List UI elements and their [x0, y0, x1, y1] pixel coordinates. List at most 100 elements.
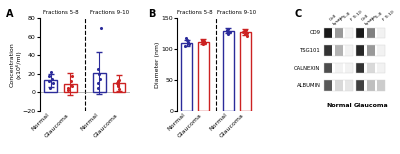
Text: ALBUMIN: ALBUMIN	[296, 83, 320, 88]
Point	[98, 26, 104, 29]
Point	[225, 33, 231, 35]
Point	[46, 80, 52, 83]
Point	[201, 41, 208, 44]
Point	[242, 33, 248, 35]
Point	[46, 75, 52, 77]
Text: Fractions 5-8: Fractions 5-8	[177, 10, 213, 15]
Point	[95, 87, 101, 89]
Point	[224, 29, 230, 31]
Point	[69, 75, 75, 77]
Bar	[324, 63, 332, 73]
Point	[95, 82, 101, 84]
Bar	[324, 45, 353, 56]
Text: B: B	[148, 9, 156, 19]
Bar	[356, 80, 385, 91]
Bar	[324, 45, 332, 56]
Bar	[240, 32, 250, 111]
Text: Fractions 5-8: Fractions 5-8	[43, 10, 78, 15]
Point	[244, 34, 250, 37]
Bar	[367, 45, 375, 56]
Bar	[335, 63, 343, 73]
Bar	[335, 45, 343, 56]
Point	[227, 31, 233, 33]
Bar	[324, 80, 353, 91]
Point	[95, 73, 102, 75]
Text: Fractions 9-10: Fractions 9-10	[217, 10, 256, 15]
Point	[224, 30, 230, 32]
Text: F 5-8: F 5-8	[372, 12, 383, 22]
Point	[184, 39, 190, 41]
Text: A: A	[6, 9, 14, 19]
Bar	[356, 63, 385, 73]
Bar	[64, 84, 76, 92]
Text: CALNEXIN: CALNEXIN	[294, 66, 320, 71]
Bar	[356, 45, 385, 56]
Point	[199, 39, 206, 41]
Bar	[345, 45, 353, 56]
Point	[240, 31, 246, 33]
Bar	[377, 63, 385, 73]
Text: Fractions 9-10: Fractions 9-10	[90, 10, 129, 15]
Bar	[223, 31, 234, 111]
Bar	[345, 28, 353, 38]
Bar	[335, 28, 343, 38]
Text: C: C	[294, 9, 302, 19]
Bar	[356, 63, 364, 73]
Point	[185, 43, 192, 46]
Point	[48, 71, 54, 73]
Bar	[377, 45, 385, 56]
Bar	[356, 28, 385, 38]
Bar	[377, 80, 385, 91]
Text: Cell
Lysate: Cell Lysate	[361, 10, 378, 26]
Point	[68, 84, 74, 86]
Point	[69, 85, 76, 87]
Text: Normal: Normal	[326, 103, 352, 107]
Point	[200, 43, 206, 46]
Point	[50, 82, 56, 84]
Text: TSG101: TSG101	[300, 48, 320, 53]
Point	[47, 87, 53, 89]
Point	[49, 77, 55, 80]
Bar	[198, 42, 209, 111]
Bar	[44, 80, 57, 92]
Point	[241, 30, 247, 32]
Text: Cell
Lysate: Cell Lysate	[329, 10, 346, 26]
Text: F 5-8: F 5-8	[340, 12, 351, 22]
Y-axis label: Concentration
(x10⁶/ml): Concentration (x10⁶/ml)	[9, 42, 21, 87]
Point	[116, 79, 123, 82]
Point	[115, 84, 121, 86]
Bar	[356, 45, 364, 56]
Point	[65, 88, 71, 91]
Bar	[367, 80, 375, 91]
Point	[68, 80, 74, 83]
Point	[115, 85, 121, 87]
Bar	[113, 83, 125, 92]
Point	[225, 31, 232, 34]
Bar	[367, 28, 375, 38]
Bar	[335, 80, 343, 91]
Point	[65, 87, 71, 89]
Bar	[181, 43, 192, 111]
Point	[184, 42, 191, 44]
Point	[244, 32, 250, 34]
Text: F 9-10: F 9-10	[382, 10, 395, 22]
Bar	[356, 80, 364, 91]
Bar	[93, 73, 106, 92]
Text: CD9: CD9	[309, 30, 320, 35]
Bar	[377, 28, 385, 38]
Bar	[356, 28, 364, 38]
Y-axis label: Diameter (nm): Diameter (nm)	[155, 41, 160, 88]
Point	[116, 87, 122, 90]
Point	[184, 41, 191, 43]
Text: F 9-10: F 9-10	[350, 10, 363, 22]
Bar	[324, 63, 353, 73]
Point	[95, 68, 101, 71]
Bar	[324, 28, 353, 38]
Point	[183, 37, 190, 39]
Point	[114, 82, 120, 84]
Bar	[345, 63, 353, 73]
Bar	[345, 80, 353, 91]
Point	[201, 40, 207, 43]
Point	[200, 42, 206, 44]
Text: Glaucoma: Glaucoma	[353, 103, 388, 107]
